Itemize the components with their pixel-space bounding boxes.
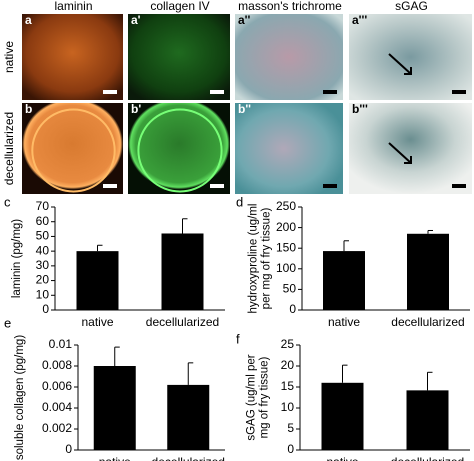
y-axis-label: soluble collagen (pg/mg) — [14, 335, 26, 460]
y-tick-label: 150 — [276, 240, 296, 254]
y-tick-label: 50 — [36, 229, 50, 243]
row-label: native — [2, 41, 16, 73]
y-tick-label: 0.006 — [42, 379, 72, 393]
x-tick-label: native — [99, 455, 131, 461]
scale-bar — [452, 184, 466, 188]
row-label: decellularized — [2, 112, 16, 185]
micrograph — [235, 103, 343, 194]
bar — [167, 384, 210, 450]
x-tick-label: native — [328, 315, 360, 329]
x-tick-label: native — [326, 455, 358, 461]
panel-label: d — [236, 194, 243, 209]
x-tick-label: decellularized — [152, 455, 225, 461]
y-tick-label: 0.002 — [42, 421, 72, 435]
y-tick-label: 50 — [283, 282, 297, 296]
scale-bar — [452, 90, 466, 94]
column-header: collagen IV — [150, 0, 209, 13]
bar — [321, 382, 364, 450]
y-axis-label: per mg of fry tissue) — [261, 208, 273, 310]
panel-label: a — [25, 13, 32, 27]
scale-bar — [210, 90, 224, 94]
column-header: masson's trichrome — [238, 0, 342, 13]
y-axis-label: laminin (pg/mg) — [11, 219, 23, 298]
x-tick-label: decellularized — [146, 315, 219, 329]
micrograph — [128, 14, 230, 100]
bar — [406, 390, 449, 450]
arrow — [388, 53, 412, 75]
panel-label: b — [25, 102, 32, 116]
arrow — [388, 142, 412, 164]
y-tick-label: 25 — [281, 337, 295, 351]
scale-bar — [103, 184, 117, 188]
bar — [93, 366, 136, 450]
y-tick-label: 10 — [36, 287, 50, 301]
y-tick-label: 20 — [36, 273, 50, 287]
panel-label: a''' — [352, 13, 367, 27]
scale-bar — [323, 184, 337, 188]
y-axis-label: mg of fry tissue) — [259, 356, 271, 438]
bar — [323, 251, 365, 310]
y-tick-label: 0 — [42, 302, 49, 316]
y-tick-label: 20 — [281, 358, 295, 372]
micrograph — [22, 103, 123, 194]
scale-bar — [210, 184, 224, 188]
y-tick-label: 0 — [287, 442, 294, 456]
tissue-outline — [137, 108, 223, 193]
y-tick-label: 0 — [65, 442, 72, 456]
x-tick-label: native — [81, 315, 113, 329]
y-tick-label: 0 — [289, 302, 296, 316]
column-header: laminin — [54, 0, 92, 13]
y-axis-label: sGAG (ug/ml per — [246, 354, 258, 440]
y-tick-label: 200 — [276, 220, 296, 234]
micrograph — [235, 14, 343, 100]
x-tick-label: decellularized — [391, 315, 464, 329]
y-tick-label: 0.01 — [49, 337, 73, 351]
panel-label: f — [236, 331, 240, 346]
bar — [161, 233, 204, 310]
y-tick-label: 0.004 — [42, 400, 72, 414]
y-tick-label: 5 — [287, 421, 294, 435]
panel-label: b''' — [352, 102, 368, 116]
micrograph — [349, 14, 472, 100]
scale-bar — [103, 90, 117, 94]
y-tick-label: 40 — [36, 243, 50, 257]
panel-label: a'' — [238, 13, 251, 27]
bar — [407, 233, 449, 310]
panel-label: e — [4, 315, 11, 330]
panel-label: b'' — [238, 102, 251, 116]
y-tick-label: 70 — [36, 199, 50, 213]
y-tick-label: 30 — [36, 258, 50, 272]
micrograph — [22, 14, 123, 100]
y-tick-label: 15 — [281, 379, 295, 393]
y-tick-label: 60 — [36, 214, 50, 228]
y-tick-label: 250 — [276, 199, 296, 213]
bar — [76, 251, 119, 310]
panel-label: a' — [131, 13, 141, 27]
y-axis-label: hydroxyproline (ug/ml — [248, 204, 260, 314]
micrograph — [128, 103, 230, 194]
x-tick-label: decellularized — [391, 455, 464, 461]
y-tick-label: 100 — [276, 261, 296, 275]
micrograph — [349, 103, 472, 194]
y-tick-label: 10 — [281, 400, 295, 414]
panel-label: c — [4, 194, 11, 209]
y-tick-label: 0.008 — [42, 358, 72, 372]
tissue-outline — [31, 108, 116, 193]
panel-label: b' — [131, 102, 141, 116]
column-header: sGAG — [395, 0, 428, 13]
scale-bar — [323, 90, 337, 94]
